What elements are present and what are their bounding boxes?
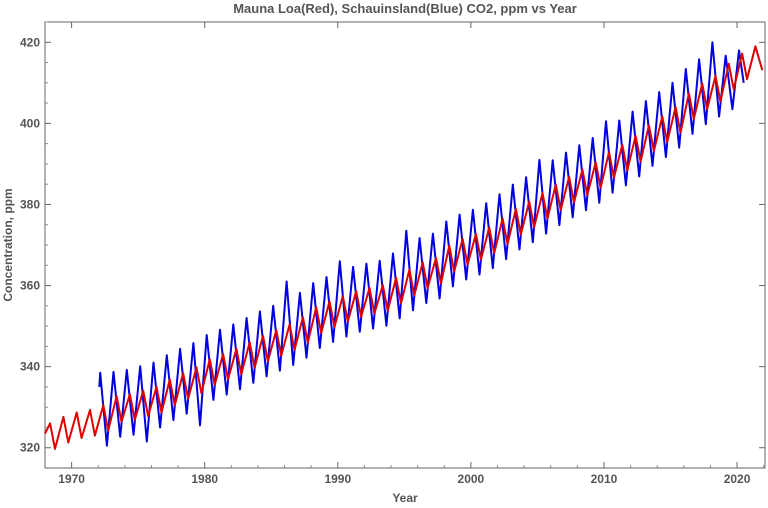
x-tick-label: 2020 [724, 472, 751, 486]
chart-title: Mauna Loa(Red), Schauinsland(Blue) CO2, … [233, 1, 577, 16]
y-tick-label: 320 [20, 441, 40, 455]
x-tick-label: 1990 [324, 472, 351, 486]
y-axis-label: Concentration, ppm [1, 188, 15, 301]
x-tick-label: 1980 [191, 472, 218, 486]
schauinsland-series-line [98, 41, 745, 447]
y-tick-label: 420 [20, 35, 40, 49]
y-tick-label: 360 [20, 279, 40, 293]
series-group [44, 41, 764, 450]
y-tick-label: 380 [20, 197, 40, 211]
x-tick-label: 2010 [591, 472, 618, 486]
x-tick-label: 1970 [58, 472, 85, 486]
axes: 1970 1980 1990 2000 2010 2020 320 340 360 380 400 4… [20, 21, 766, 486]
y-tick-label: 400 [20, 116, 40, 130]
mauna-loa-series-line [44, 45, 764, 450]
x-tick-label: 2000 [458, 472, 485, 486]
x-axis-label: Year [392, 491, 418, 505]
y-tick-label: 340 [20, 360, 40, 374]
